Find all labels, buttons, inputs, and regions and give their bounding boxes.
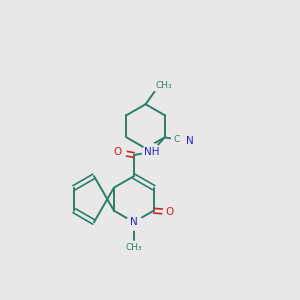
Text: O: O: [166, 207, 174, 217]
Text: NH: NH: [144, 147, 159, 157]
Text: CH₃: CH₃: [156, 81, 172, 90]
Text: CH₃: CH₃: [125, 243, 142, 252]
Text: C: C: [174, 135, 180, 144]
Text: N: N: [130, 217, 138, 227]
Text: O: O: [113, 147, 122, 157]
Text: N: N: [186, 136, 193, 146]
